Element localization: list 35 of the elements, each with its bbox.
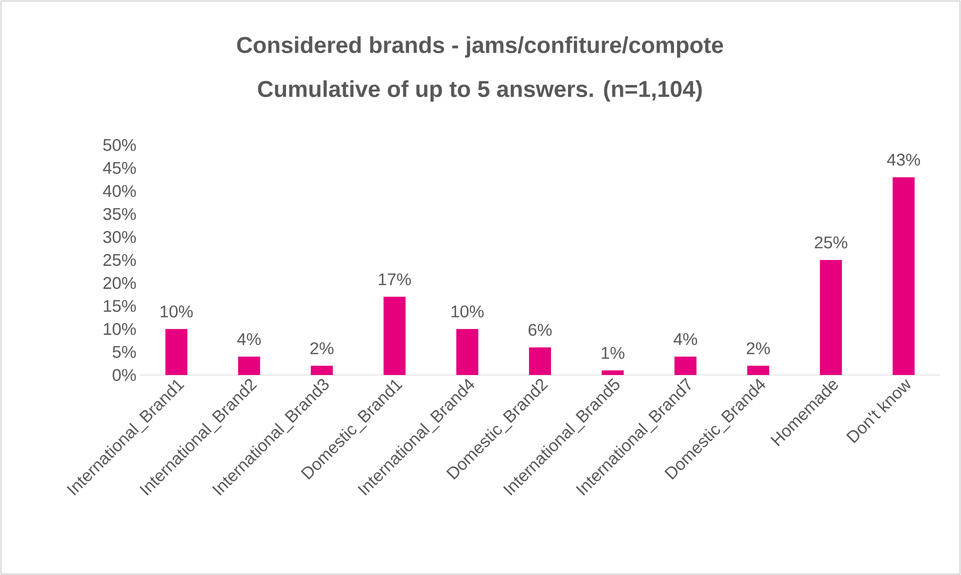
bar [456, 328, 478, 375]
bar [310, 366, 333, 375]
data-label: 10% [160, 305, 193, 318]
y-tick-label: 45% [102, 162, 136, 174]
data-label: 4% [237, 333, 261, 346]
y-tick-label: 15% [104, 300, 136, 312]
chart-title: Considered brands - jams/confiture/compote [237, 36, 724, 58]
y-tick-label: 40% [102, 184, 136, 197]
data-label: 1% [602, 347, 624, 359]
bar [238, 356, 260, 375]
bar [165, 328, 188, 375]
bar [674, 356, 696, 375]
bar [747, 366, 770, 375]
y-tick-label: 5% [112, 346, 136, 358]
y-tick-label: 25% [103, 254, 136, 266]
y-tick-label: 0% [112, 368, 136, 381]
data-label: 2% [746, 342, 770, 354]
y-tick-label: 30% [103, 230, 136, 243]
data-label: 10% [452, 305, 484, 318]
data-label: 25% [814, 236, 848, 248]
y-tick-label: 50% [103, 138, 136, 151]
bar [602, 370, 624, 375]
bar [529, 347, 552, 375]
y-tick-label: 35% [103, 208, 136, 220]
data-label: 43% [887, 154, 920, 166]
chart-subtitle: Cumulative of up to 5 answers. (n=1,104) [258, 80, 702, 102]
data-label: 4% [674, 333, 698, 346]
y-tick-label: 10% [104, 322, 136, 335]
y-tick-label: 20% [103, 276, 136, 289]
bar [892, 177, 915, 375]
data-label: 17% [378, 273, 411, 286]
data-label: 6% [528, 324, 552, 336]
bar [820, 260, 842, 375]
data-label: 2% [310, 342, 334, 354]
bar [384, 296, 406, 375]
